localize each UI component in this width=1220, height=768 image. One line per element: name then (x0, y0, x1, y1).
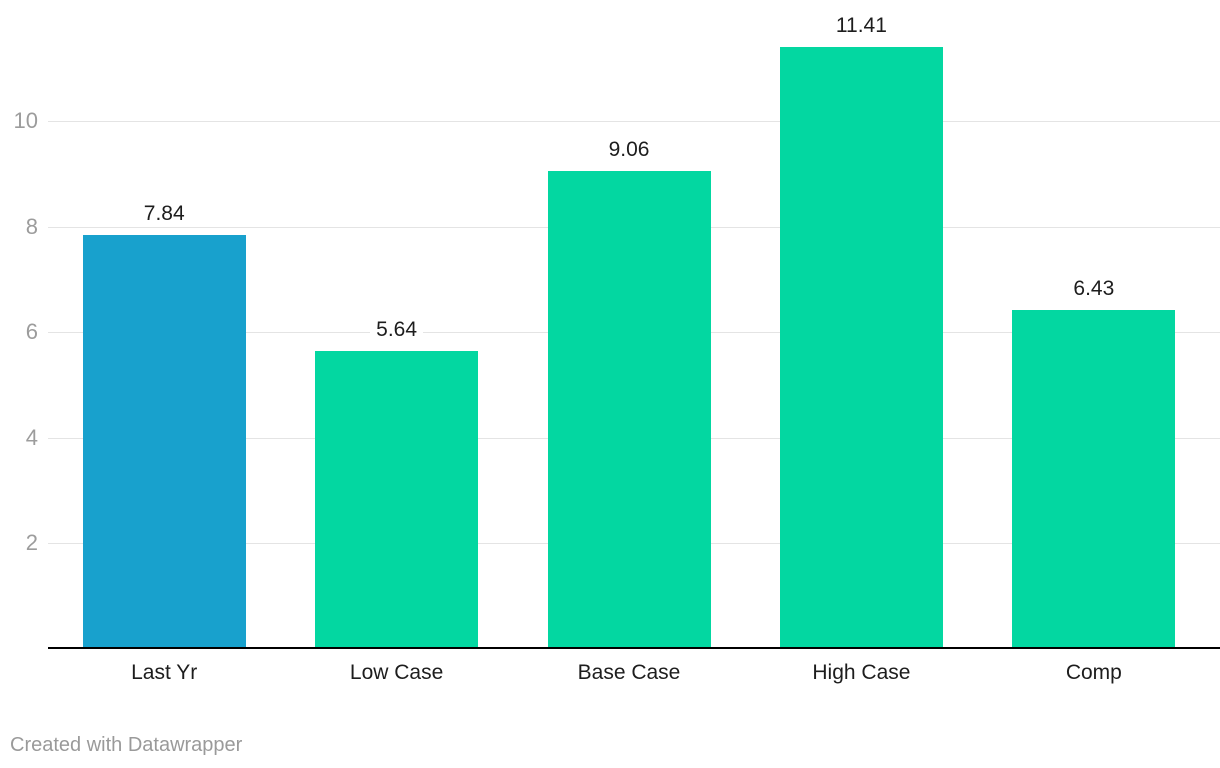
bar-comp (1012, 309, 1176, 649)
y-axis-tick-label: 10 (13, 108, 38, 133)
y-axis-tick-label: 4 (25, 424, 38, 450)
x-axis-category-label: Low Case (349, 661, 444, 684)
datawrapper-attribution-link[interactable]: Created with Datawrapper (10, 734, 243, 756)
gridline (48, 121, 1220, 122)
y-axis-tick-label: 8 (25, 213, 38, 239)
x-axis-category-label: Last Yr (131, 661, 198, 684)
x-axis-labels: Last Yr Low Case Base Case High Case Comp (48, 660, 1210, 686)
bar-value-label: 6.43 (1067, 276, 1121, 301)
bar-value-label: 5.64 (370, 318, 424, 343)
plot-area: 7.84 5.64 9.06 11.41 6.43 (48, 0, 1210, 649)
x-axis-category-label: Comp (1065, 661, 1122, 684)
bar-base-case (547, 170, 711, 649)
bar-value-label: 7.84 (137, 202, 191, 227)
y-axis-tick-label: 6 (25, 319, 38, 345)
y-axis-tick-label: 2 (25, 530, 38, 556)
x-axis-category-label: Base Case (577, 661, 681, 684)
bar-slot: 6.43 (978, 0, 1210, 649)
bar-slot: 5.64 (280, 0, 512, 649)
bar-value-label: 11.41 (829, 13, 893, 38)
bar-high-case (779, 46, 943, 649)
bar-last-yr (82, 235, 246, 649)
bar-low-case (315, 351, 479, 649)
bar-slot: 9.06 (513, 0, 745, 649)
bar-slot: 11.41 (745, 0, 977, 649)
x-axis-line (48, 647, 1220, 649)
bar-slot: 7.84 (48, 0, 280, 649)
x-axis-category-label: High Case (812, 661, 911, 684)
bar-value-label: 9.06 (602, 137, 656, 162)
